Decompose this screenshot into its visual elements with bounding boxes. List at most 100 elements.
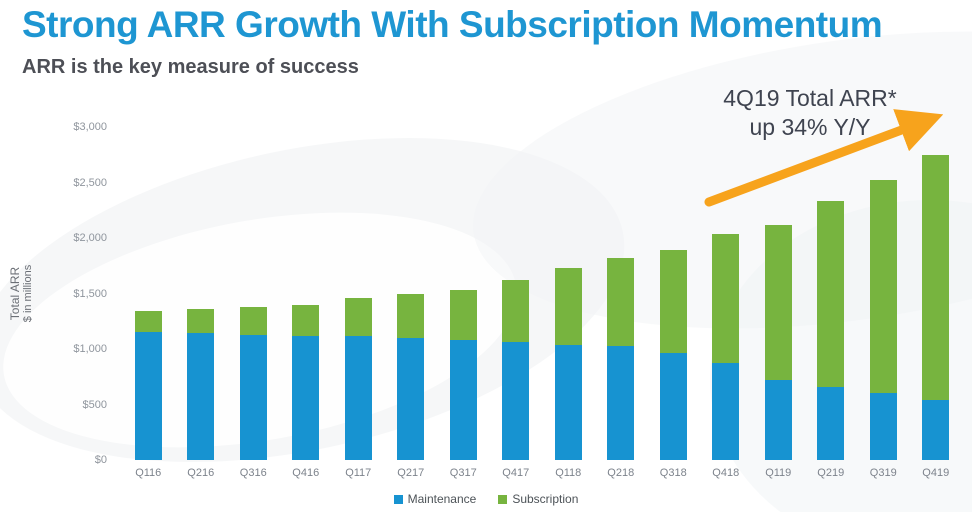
x-tick-label: Q417 — [502, 467, 530, 479]
subscription-segment — [712, 233, 740, 364]
y-axis-title: Total ARR $ in millions — [8, 127, 34, 460]
x-tick-label: Q317 — [449, 467, 477, 479]
y-tick-label: $2,500 — [73, 176, 107, 189]
bar-stack — [554, 127, 582, 460]
maintenance-segment — [344, 336, 372, 460]
x-tick-label: Q416 — [292, 467, 320, 479]
maintenance-segment — [922, 400, 950, 460]
bar-column: Q317 — [437, 127, 490, 479]
annotation-line1: 4Q19 Total ARR* — [723, 85, 897, 111]
stacked-bar-chart: Q116 Q216 Q316 Q416 Q117 Q217 Q317 Q417 Q118 Q218… — [122, 127, 962, 479]
bar-column: Q216 — [175, 127, 228, 479]
maintenance-segment — [554, 344, 582, 460]
maintenance-segment — [712, 363, 740, 460]
maintenance-segment — [764, 380, 792, 460]
x-tick-label: Q419 — [922, 467, 950, 479]
bar-column: Q219 — [805, 127, 858, 479]
bar-column: Q118 — [542, 127, 595, 479]
subscription-segment — [292, 304, 320, 336]
subscription-segment — [869, 180, 897, 394]
x-tick-label: Q119 — [765, 467, 792, 479]
legend-label: Maintenance — [407, 492, 477, 506]
slide-subtitle: ARR is the key measure of success — [22, 56, 359, 78]
bar-stack — [397, 127, 425, 460]
bar-stack — [659, 127, 687, 460]
y-tick-label: $2,000 — [73, 232, 107, 244]
slide-title: Strong ARR Growth With Subscription Mome… — [22, 4, 883, 45]
bar-stack — [869, 127, 897, 460]
subscription-segment — [659, 250, 687, 354]
bar-column: Q117 — [332, 127, 385, 479]
subscription-segment — [344, 297, 372, 337]
subscription-segment — [187, 309, 215, 334]
bar-column: Q119 — [752, 127, 805, 479]
legend-item: Maintenance — [393, 492, 477, 506]
bar-column: Q416 — [280, 127, 333, 479]
bar-column: Q319 — [857, 127, 910, 479]
maintenance-segment — [449, 340, 477, 460]
subscription-segment — [817, 201, 845, 387]
bar-stack — [922, 127, 950, 460]
y-tick-label: $3,000 — [73, 121, 107, 133]
subscription-segment — [397, 293, 425, 338]
bar-stack — [344, 127, 372, 460]
maintenance-segment — [869, 393, 897, 460]
chart-legend: Maintenance Subscription — [0, 492, 972, 506]
maintenance-segment — [817, 386, 845, 460]
legend-swatch — [498, 494, 508, 504]
bar-column: Q418 — [700, 127, 753, 479]
bar-stack — [239, 127, 267, 460]
y-tick-label: $1,000 — [73, 343, 107, 355]
annotation-line2: up 34% Y/Y — [749, 113, 871, 140]
x-tick-label: Q316 — [239, 467, 267, 479]
bar-column: Q116 — [122, 127, 175, 479]
x-tick-label: Q117 — [345, 467, 372, 479]
y-axis-title-line1: Total ARR — [8, 266, 22, 321]
bar-column: Q218 — [595, 127, 648, 479]
bar-column: Q419 — [910, 127, 963, 479]
bar-stack — [292, 127, 320, 460]
bar-column: Q217 — [385, 127, 438, 479]
bar-stack — [187, 127, 215, 460]
y-tick-label: $0 — [94, 454, 107, 466]
subscription-segment — [134, 311, 162, 333]
subscription-segment — [239, 306, 267, 335]
annotation-callout: 4Q19 Total ARR* up 34% Y/Y — [660, 84, 960, 142]
x-tick-label: Q217 — [397, 467, 425, 479]
bar-stack — [712, 127, 740, 460]
x-tick-label: Q118 — [555, 467, 582, 479]
y-tick-label: $500 — [82, 398, 107, 411]
maintenance-segment — [397, 337, 425, 460]
bar-stack — [449, 127, 477, 460]
subscription-segment — [449, 290, 477, 341]
maintenance-segment — [292, 335, 320, 460]
y-tick-label: $1,500 — [73, 287, 107, 300]
x-tick-label: Q319 — [869, 467, 897, 479]
x-tick-label: Q216 — [187, 467, 215, 479]
bar-stack — [817, 127, 845, 460]
x-tick-label: Q218 — [607, 467, 635, 479]
bar-column: Q417 — [490, 127, 543, 479]
x-tick-label: Q318 — [659, 467, 687, 479]
maintenance-segment — [502, 342, 530, 460]
bar-column: Q318 — [647, 127, 700, 479]
y-axis: $0 $500 $1,000 $1,500 $2,000 $2,500 $3,000 — [55, 121, 113, 466]
bar-stack — [134, 127, 162, 460]
bar-stack — [607, 127, 635, 460]
maintenance-segment — [134, 332, 162, 460]
subscription-segment — [554, 267, 582, 345]
maintenance-segment — [239, 334, 267, 460]
legend-label: Subscription — [512, 492, 579, 506]
bar-column: Q316 — [227, 127, 280, 479]
x-tick-label: Q418 — [712, 467, 740, 479]
maintenance-segment — [607, 345, 635, 460]
maintenance-segment — [659, 353, 687, 460]
subscription-segment — [922, 154, 950, 401]
x-tick-label: Q219 — [817, 467, 845, 479]
maintenance-segment — [187, 333, 215, 460]
growth-arrow-icon — [704, 109, 944, 207]
bar-stack — [502, 127, 530, 460]
subscription-segment — [607, 257, 635, 346]
y-axis-title-line2: $ in millions — [22, 264, 34, 323]
